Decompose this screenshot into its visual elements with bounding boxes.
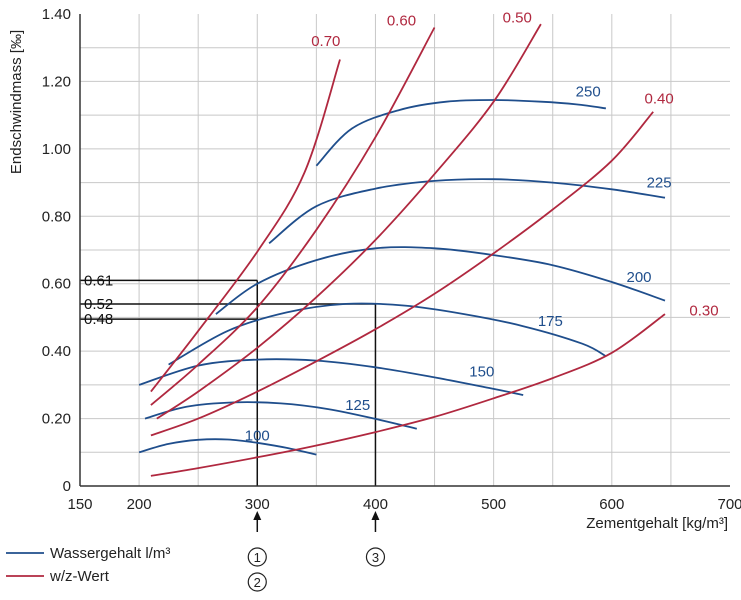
marker-number: 2	[254, 575, 261, 590]
y-tick-label: 0.40	[42, 343, 71, 360]
water-curve-label: 125	[345, 397, 370, 414]
x-tick-label: 200	[127, 496, 152, 513]
wz-curve-label: 0.70	[311, 33, 340, 50]
axes: 0 0.20 0.40 0.60 0.80 1.00 1.20 1.40 150 200 300 40…	[8, 6, 741, 532]
reference-value-label: 0.48	[84, 311, 113, 328]
wz-curve-label: 0.60	[387, 13, 416, 30]
x-tick-label: 600	[599, 496, 624, 513]
wz-curve-label: 0.50	[503, 9, 532, 26]
x-tick-label: 150	[67, 496, 92, 513]
reference-lines: 0.61 0.520.48 1 2 3	[80, 272, 386, 592]
legend-label: Wassergehalt l/m³	[50, 545, 170, 562]
water-curve-label: 150	[469, 363, 494, 380]
marker-number: 3	[372, 550, 379, 565]
marker-arrow-head	[371, 511, 380, 520]
grid-lines	[80, 14, 730, 486]
wz-curve-0.40	[150, 111, 654, 437]
marker-circle	[247, 572, 267, 592]
y-axis-title: Endschwindmass [‰]	[8, 30, 25, 174]
y-tick-label: 1.40	[42, 6, 71, 23]
curves	[138, 23, 666, 477]
wz-curve-label: 0.30	[689, 303, 718, 320]
water-curve-225	[268, 178, 666, 245]
water-curve-250	[315, 99, 607, 167]
wz-curve-0.30	[150, 313, 666, 477]
wz-curve-0.70	[150, 59, 341, 393]
water-curve-label: 250	[576, 84, 601, 101]
y-tick-label: 0	[63, 478, 71, 495]
reference-value-label: 0.61	[84, 272, 113, 289]
marker-number: 1	[254, 550, 261, 565]
marker-circle	[365, 547, 386, 567]
water-curve-label: 200	[626, 269, 651, 286]
water-curve-100	[138, 438, 317, 456]
marker-arrow-head	[253, 511, 262, 520]
legend-label: w/z-Wert	[49, 568, 110, 585]
water-curve-200	[215, 246, 666, 315]
x-tick-label: 500	[481, 496, 506, 513]
water-curve-label: 175	[538, 313, 563, 330]
curve-labels: 100 125 150 175 200 225 250 0.70 0.60 0.50 0.40 0.3…	[245, 9, 719, 444]
x-axis-title: Zementgehalt [kg/m³]	[586, 515, 728, 532]
wz-curve-0.60	[150, 27, 436, 406]
y-tick-label: 0.60	[42, 276, 71, 293]
y-tick-label: 1.20	[42, 73, 71, 90]
x-tick-label: 300	[245, 496, 270, 513]
water-curve-label: 225	[647, 175, 672, 192]
wz-curve-label: 0.40	[644, 90, 673, 107]
reference-value-label: 0.52	[84, 296, 113, 313]
water-curve-150	[138, 358, 524, 396]
x-tick-label: 400	[363, 496, 388, 513]
water-curve-125	[144, 401, 418, 430]
wz-curve-0.50	[156, 23, 542, 420]
y-tick-label: 0.80	[42, 208, 71, 225]
marker-circle	[247, 547, 267, 567]
water-curve-label: 100	[245, 427, 270, 444]
x-tick-label: 700	[717, 496, 741, 513]
y-tick-label: 0.20	[42, 411, 71, 428]
y-tick-label: 1.00	[42, 141, 71, 158]
legend: Wassergehalt l/m³ w/z-Wert	[6, 545, 170, 585]
